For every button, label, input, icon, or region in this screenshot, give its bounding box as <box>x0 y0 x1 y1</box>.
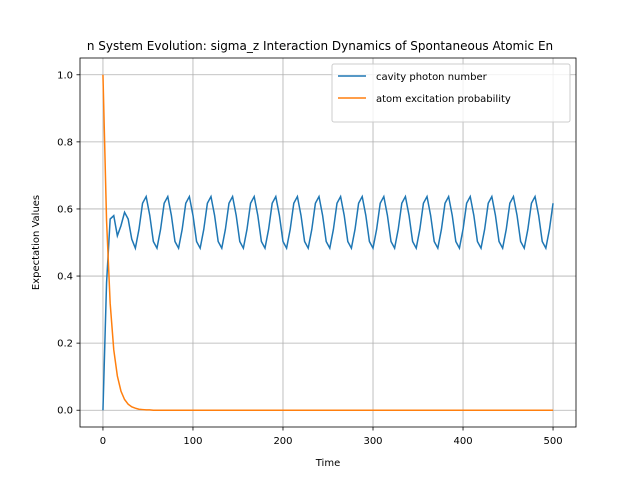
y-tick-label: 0.0 <box>57 406 73 417</box>
legend-box <box>331 63 571 123</box>
series-line <box>102 74 554 411</box>
chart-title: n System Evolution: sigma_z Interaction … <box>87 39 553 53</box>
y-tick-label: 0.6 <box>57 204 73 215</box>
legend-label: atom excitation probability <box>376 94 511 105</box>
y-tick-label: 1.0 <box>57 70 73 81</box>
x-tick-label: 0 <box>100 436 106 447</box>
x-tick-label: 200 <box>273 436 292 447</box>
x-tick-label: 500 <box>543 436 562 447</box>
x-tick-label: 400 <box>453 436 472 447</box>
legend-label: cavity photon number <box>376 72 488 83</box>
y-tick-label: 0.4 <box>57 272 73 283</box>
x-tick-label: 300 <box>363 436 382 447</box>
x-tick-label: 100 <box>183 436 202 447</box>
y-axis-label: Expectation Values <box>31 195 42 290</box>
y-tick-label: 0.2 <box>57 339 73 350</box>
series-line <box>102 194 554 411</box>
x-axis-label: Time <box>315 458 340 469</box>
plot-frame <box>79 57 577 428</box>
y-tick-label: 0.8 <box>57 137 73 148</box>
